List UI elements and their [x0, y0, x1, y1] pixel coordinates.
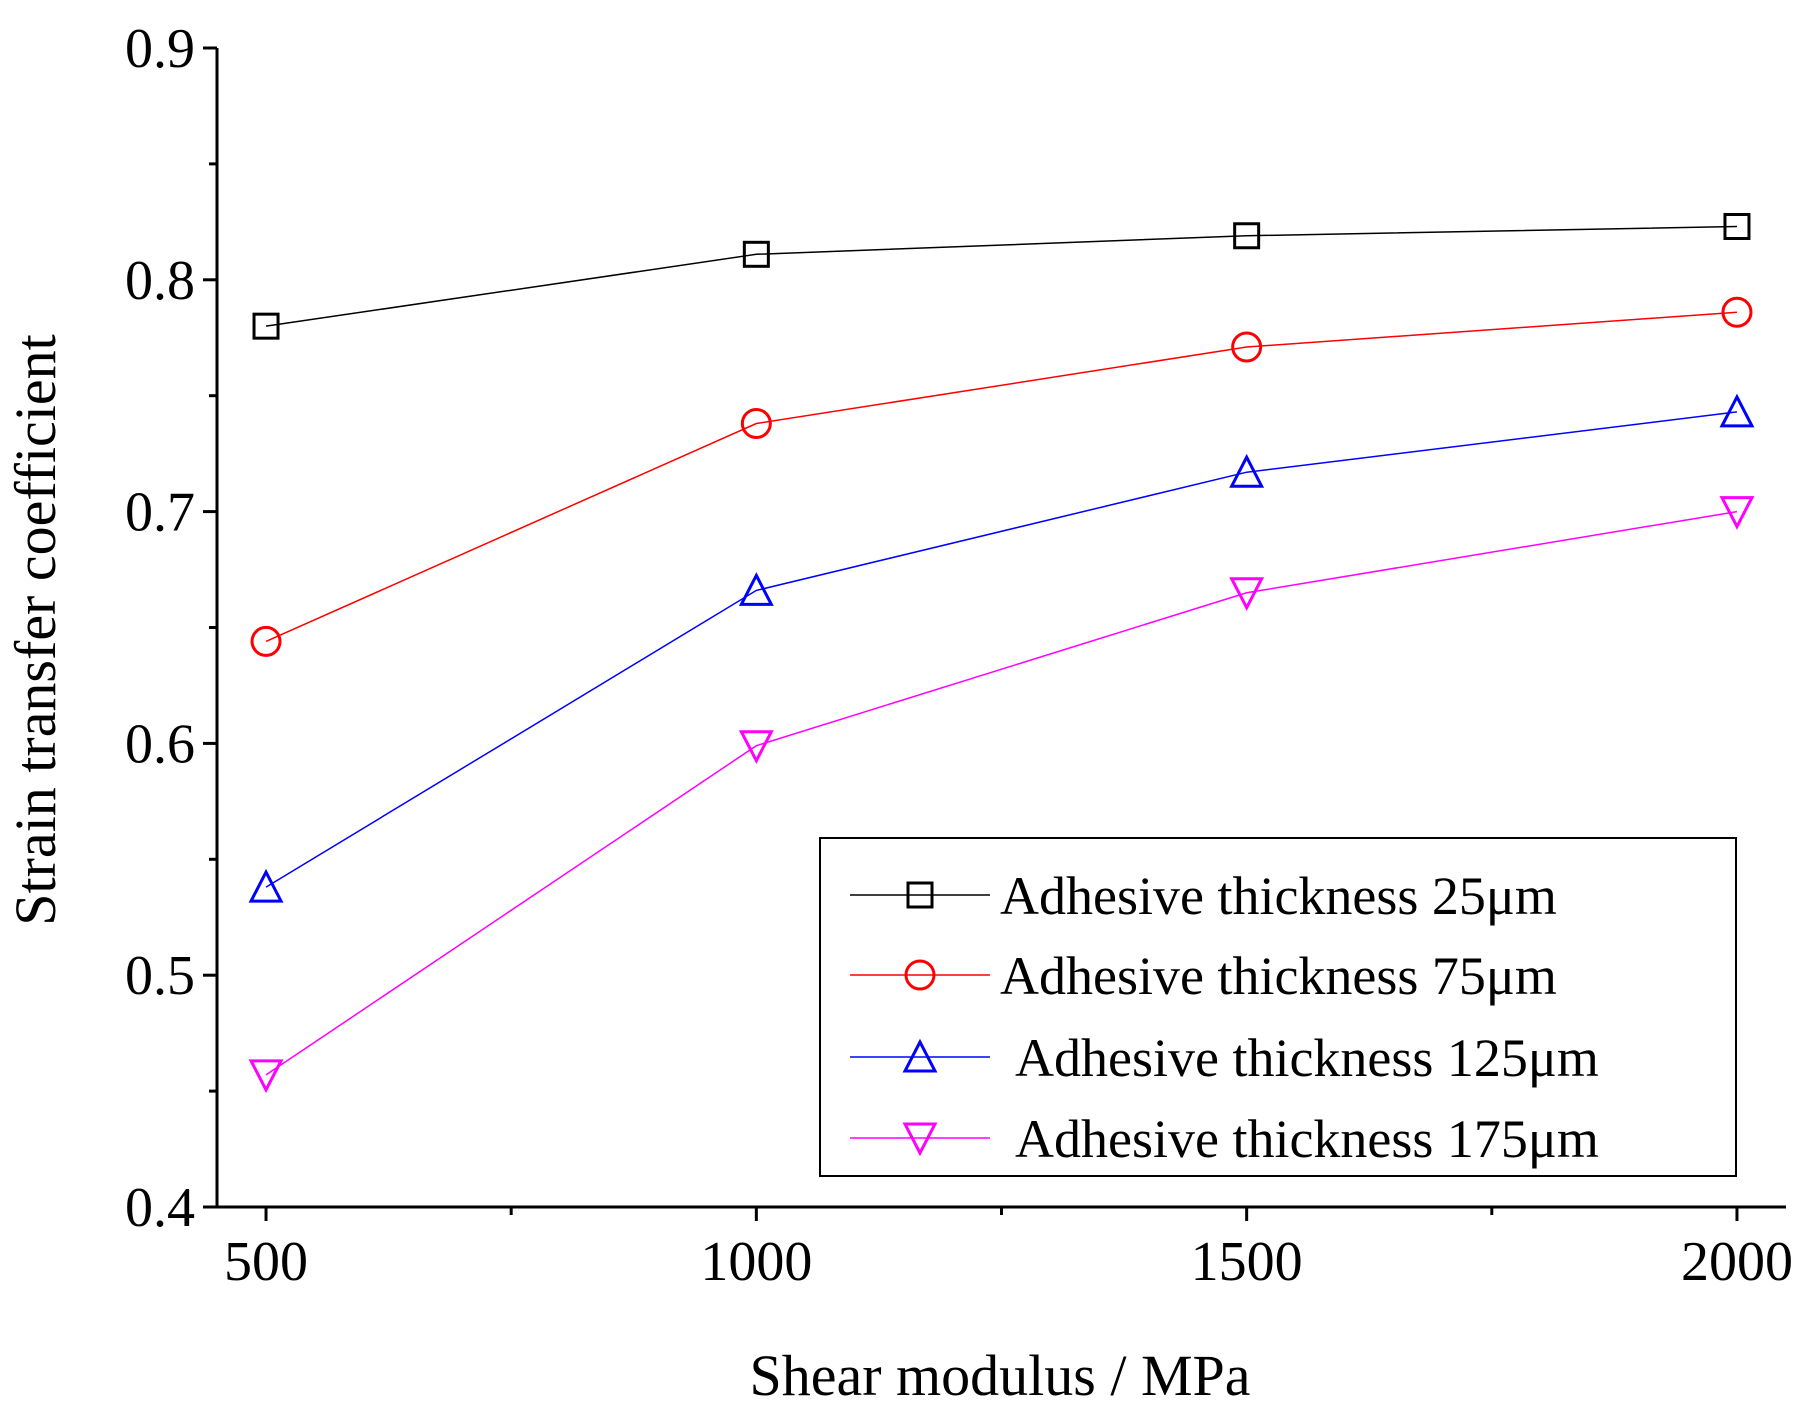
ticks: 0.4 0.5 0.6 0.7 0.8 0.9 500 1000 1500 2000 [125, 18, 1793, 1293]
legend-label: Adhesive thickness 25μm [1000, 866, 1557, 926]
series-line [265, 225, 1737, 327]
series-layer [248, 212, 1755, 1094]
series-4 [248, 496, 1755, 1094]
legend-marker [902, 1122, 938, 1157]
legend-marker [902, 1038, 938, 1073]
data-point [248, 868, 284, 903]
y-tick-label: 0.6 [125, 713, 195, 775]
series-1 [252, 212, 1751, 340]
data-point [252, 312, 280, 340]
x-tick-label: 1000 [700, 1231, 812, 1293]
data-point [1719, 393, 1755, 428]
y-tick-label: 0.4 [125, 1177, 195, 1239]
y-tick-label: 0.5 [125, 945, 195, 1007]
x-tick-label: 1500 [1191, 1231, 1303, 1293]
legend-item: Adhesive thickness 25μm [850, 866, 1557, 926]
data-point [1721, 296, 1753, 328]
data-point [250, 625, 282, 657]
legend-label: Adhesive thickness 175μm [1015, 1109, 1599, 1169]
legend-item: Adhesive thickness 175μm [850, 1109, 1599, 1169]
y-axis-title: Strain transfer coefficient [3, 334, 68, 926]
data-point [738, 572, 774, 606]
data-point [1229, 577, 1265, 611]
data-point [1233, 222, 1261, 250]
data-point [1231, 331, 1263, 363]
y-tick-label: 0.9 [125, 18, 195, 80]
data-point [1719, 496, 1755, 530]
data-point [738, 730, 774, 764]
data-point [248, 1059, 284, 1094]
series-line [265, 510, 1738, 1076]
series-line [265, 311, 1738, 643]
data-point [742, 240, 770, 268]
legend-label: Adhesive thickness 125μm [1015, 1028, 1599, 1088]
series-line [265, 411, 1738, 888]
legend: Adhesive thickness 25μm Adhesive thicknes… [819, 837, 1737, 1177]
x-axis-title: Shear modulus / MPa [749, 1343, 1250, 1408]
x-tick-label: 2000 [1681, 1231, 1793, 1293]
legend-item: Adhesive thickness 125μm [850, 1028, 1599, 1088]
series-2 [250, 296, 1753, 657]
y-tick-label: 0.8 [125, 250, 195, 312]
legend-marker [904, 959, 936, 991]
data-point [1723, 212, 1751, 240]
data-point [1229, 453, 1265, 488]
legend-marker [906, 881, 934, 909]
y-tick-label: 0.7 [125, 482, 195, 544]
legend-item: Adhesive thickness 75μm [850, 946, 1557, 1006]
series-3 [248, 393, 1755, 903]
x-tick-label: 500 [224, 1231, 308, 1293]
data-point [740, 408, 772, 440]
legend-label: Adhesive thickness 75μm [1000, 946, 1557, 1006]
